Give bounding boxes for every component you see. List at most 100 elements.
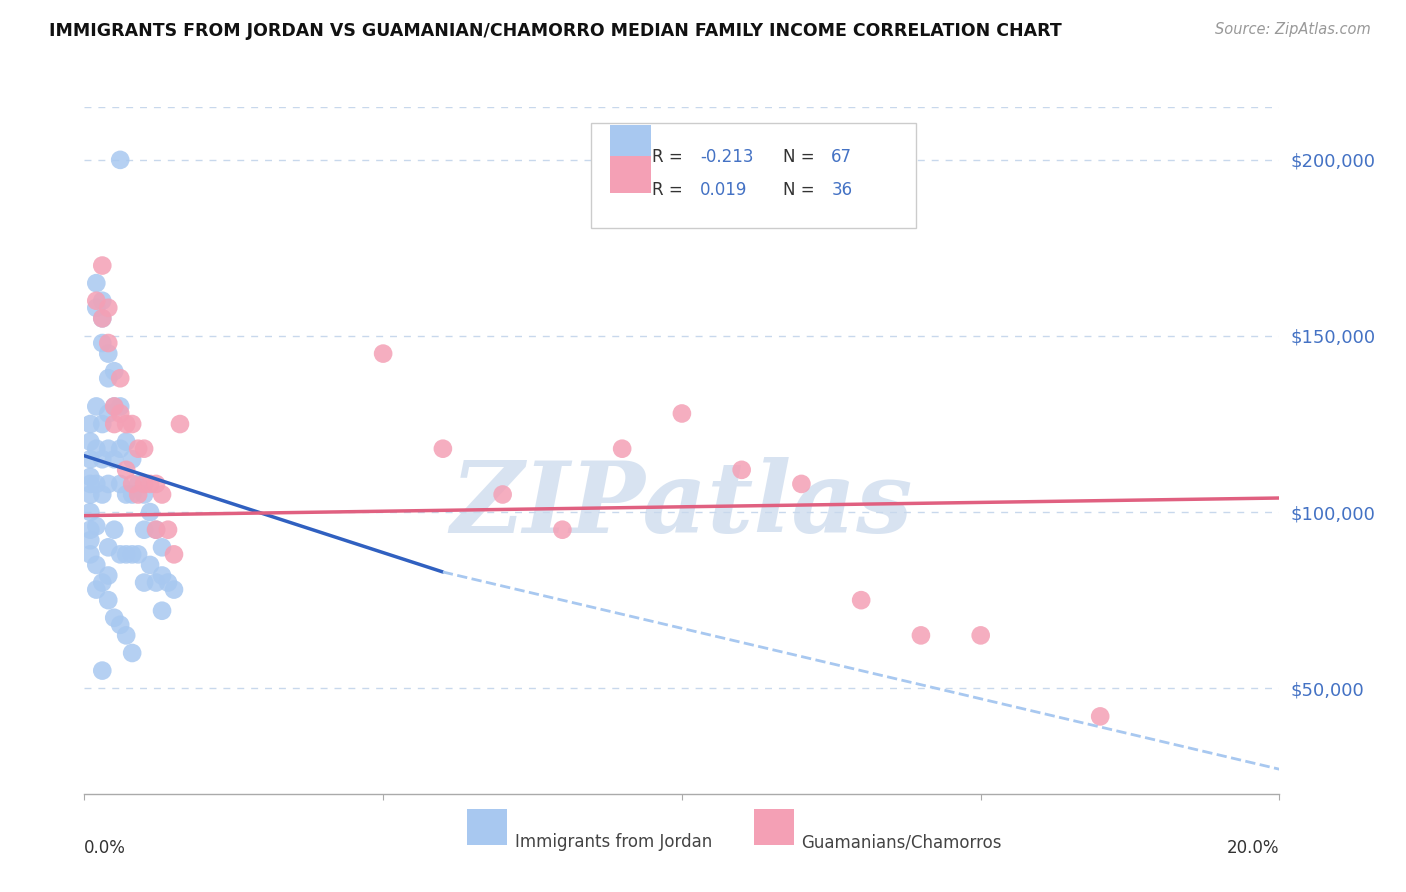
- Point: [79, 434, 101, 449]
- Text: 67: 67: [831, 148, 852, 166]
- Point: [91, 664, 114, 678]
- Point: [790, 477, 813, 491]
- Point: [1090, 709, 1112, 723]
- Point: [91, 311, 114, 326]
- Point: [97, 336, 120, 351]
- Point: [91, 487, 114, 501]
- Point: [91, 259, 114, 273]
- Point: [115, 628, 138, 642]
- Point: [97, 442, 120, 456]
- Text: Guamanians/Chamorros: Guamanians/Chamorros: [801, 833, 1002, 851]
- Point: [121, 452, 143, 467]
- Point: [145, 477, 167, 491]
- Text: IMMIGRANTS FROM JORDAN VS GUAMANIAN/CHAMORRO MEDIAN FAMILY INCOME CORRELATION CH: IMMIGRANTS FROM JORDAN VS GUAMANIAN/CHAM…: [49, 22, 1062, 40]
- Point: [110, 371, 132, 385]
- Point: [910, 628, 932, 642]
- Point: [86, 301, 108, 315]
- Point: [127, 442, 149, 456]
- Point: [79, 533, 101, 548]
- Point: [115, 463, 138, 477]
- Point: [103, 400, 125, 414]
- Point: [86, 276, 108, 290]
- Point: [110, 547, 132, 561]
- Point: [127, 477, 149, 491]
- Point: [79, 417, 101, 431]
- Point: [97, 371, 120, 385]
- Text: 36: 36: [831, 181, 852, 199]
- Point: [127, 487, 149, 501]
- Point: [97, 301, 120, 315]
- Point: [145, 523, 167, 537]
- Point: [79, 452, 101, 467]
- Point: [79, 477, 101, 491]
- Point: [132, 523, 156, 537]
- Point: [91, 336, 114, 351]
- Point: [132, 575, 156, 590]
- Point: [86, 477, 108, 491]
- Text: Immigrants from Jordan: Immigrants from Jordan: [515, 833, 711, 851]
- Point: [79, 523, 101, 537]
- Point: [103, 611, 125, 625]
- Point: [139, 505, 162, 519]
- Point: [115, 487, 138, 501]
- Text: ZIPatlas: ZIPatlas: [451, 458, 912, 554]
- Point: [110, 400, 132, 414]
- Point: [139, 558, 162, 572]
- Point: [91, 452, 114, 467]
- Point: [731, 463, 754, 477]
- Point: [492, 487, 515, 501]
- Point: [97, 407, 120, 421]
- Point: [150, 604, 173, 618]
- Point: [97, 568, 120, 582]
- Point: [157, 523, 180, 537]
- Point: [132, 487, 156, 501]
- Point: [150, 487, 173, 501]
- Point: [121, 487, 143, 501]
- Point: [121, 547, 143, 561]
- Point: [163, 582, 186, 597]
- Point: [79, 470, 101, 484]
- Text: 0.019: 0.019: [700, 181, 747, 199]
- Point: [103, 364, 125, 378]
- Point: [110, 153, 132, 167]
- Point: [97, 541, 120, 555]
- Point: [121, 646, 143, 660]
- Point: [115, 434, 138, 449]
- Text: N =: N =: [783, 148, 820, 166]
- Point: [97, 477, 120, 491]
- Point: [91, 575, 114, 590]
- Point: [115, 547, 138, 561]
- Point: [157, 575, 180, 590]
- Point: [86, 519, 108, 533]
- Text: R =: R =: [652, 181, 688, 199]
- Point: [150, 568, 173, 582]
- Point: [145, 523, 167, 537]
- Text: -0.213: -0.213: [700, 148, 754, 166]
- Point: [139, 477, 162, 491]
- Point: [145, 575, 167, 590]
- Point: [373, 346, 395, 360]
- Point: [103, 417, 125, 431]
- Point: [127, 547, 149, 561]
- Point: [851, 593, 873, 607]
- Point: [551, 523, 574, 537]
- Point: [79, 547, 101, 561]
- Point: [132, 477, 156, 491]
- Point: [86, 582, 108, 597]
- Point: [79, 487, 101, 501]
- Text: 20.0%: 20.0%: [1227, 838, 1279, 856]
- Point: [432, 442, 454, 456]
- Point: [115, 417, 138, 431]
- Point: [97, 593, 120, 607]
- Point: [91, 417, 114, 431]
- Point: [132, 442, 156, 456]
- Point: [169, 417, 191, 431]
- Point: [86, 558, 108, 572]
- Point: [110, 442, 132, 456]
- Point: [103, 523, 125, 537]
- Point: [121, 417, 143, 431]
- Text: 0.0%: 0.0%: [84, 838, 127, 856]
- Point: [671, 407, 693, 421]
- Point: [110, 617, 132, 632]
- Text: R =: R =: [652, 148, 688, 166]
